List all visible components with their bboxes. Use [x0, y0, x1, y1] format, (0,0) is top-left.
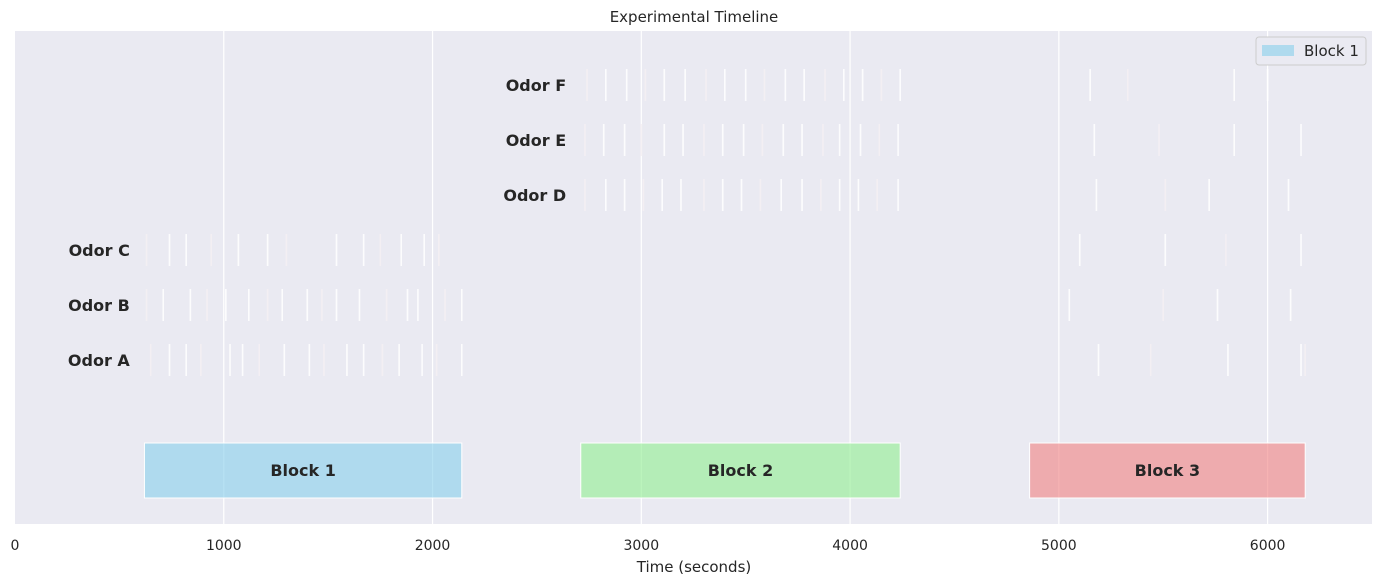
- odor-c-label: Odor C: [69, 241, 130, 260]
- odor-b-label: Odor B: [68, 296, 130, 315]
- x-tick-label-0: 0: [11, 538, 20, 554]
- x-tick-label-6000: 6000: [1250, 538, 1286, 554]
- legend-swatch: [1262, 45, 1294, 56]
- chart-title: Experimental Timeline: [610, 8, 779, 26]
- x-tick-label-4000: 4000: [832, 538, 868, 554]
- x-axis-ticks: 0 1000 2000 3000 4000 5000 6000: [11, 538, 1286, 554]
- odor-e-label: Odor E: [506, 131, 566, 150]
- legend-label: Block 1: [1304, 42, 1359, 60]
- grid-lines: [223, 31, 1269, 524]
- odor-d-label: Odor D: [503, 186, 566, 205]
- block-3-bar: [1029, 442, 1306, 499]
- block-3-label: Block 3: [1135, 461, 1201, 480]
- block-2-bar: [580, 442, 901, 499]
- block-1-bar: [143, 442, 463, 499]
- block-1-label: Block 1: [270, 461, 336, 480]
- legend: Block 1: [1255, 36, 1367, 66]
- x-tick-label-2000: 2000: [415, 538, 451, 554]
- x-axis-label: Time (seconds): [636, 558, 752, 576]
- legend-box: [1255, 36, 1367, 66]
- x-tick-label-5000: 5000: [1041, 538, 1077, 554]
- odor-labels: Odor A Odor B Odor C Odor D Odor E Odor F: [68, 76, 566, 370]
- x-tick-label-1000: 1000: [206, 538, 242, 554]
- block-2-label: Block 2: [708, 461, 774, 480]
- x-tick-label-3000: 3000: [623, 538, 659, 554]
- odor-f-label: Odor F: [506, 76, 566, 95]
- odor-events: [145, 69, 1306, 376]
- plot-area: [15, 31, 1372, 524]
- blocks: Block 1 Block 2 Block 3: [143, 442, 1306, 499]
- odor-a-label: Odor A: [68, 351, 131, 370]
